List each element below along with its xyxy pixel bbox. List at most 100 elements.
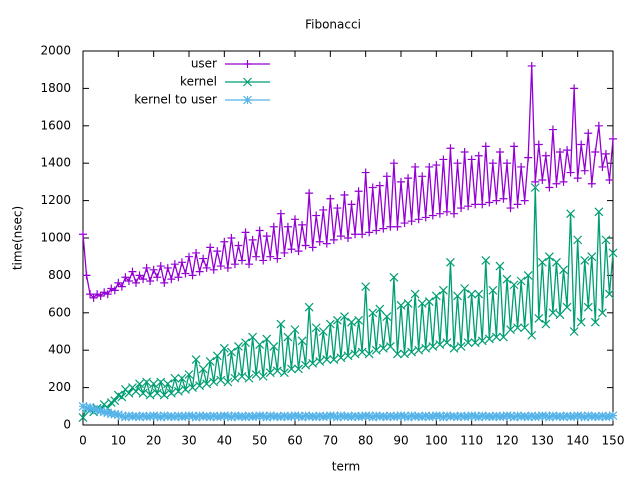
point-marker <box>594 207 604 217</box>
point-marker <box>347 317 356 327</box>
point-marker <box>435 209 444 218</box>
point-marker <box>484 411 494 421</box>
point-marker <box>601 235 611 245</box>
point-marker <box>205 356 215 366</box>
point-marker <box>177 258 186 267</box>
point-marker <box>315 411 325 421</box>
point-marker <box>347 200 356 209</box>
point-marker <box>403 412 413 422</box>
point-marker <box>460 147 469 156</box>
point-marker <box>569 327 579 336</box>
point-marker <box>311 323 321 333</box>
point-marker <box>541 151 550 160</box>
point-marker <box>407 411 417 421</box>
point-marker <box>435 340 445 350</box>
point-marker <box>591 147 600 156</box>
series <box>78 183 618 422</box>
point-marker <box>318 327 328 336</box>
point-marker <box>431 291 441 301</box>
y-tick-label: 800 <box>48 268 71 282</box>
y-tick-label: 1600 <box>40 118 71 132</box>
point-marker <box>149 379 159 389</box>
point-marker <box>329 355 339 364</box>
point-marker <box>336 411 346 421</box>
point-marker <box>213 247 222 256</box>
point-marker <box>326 194 335 203</box>
point-marker <box>336 232 345 241</box>
point-marker <box>325 319 335 329</box>
point-marker <box>301 241 310 250</box>
point-marker <box>389 272 399 282</box>
point-marker <box>506 325 515 335</box>
point-marker <box>570 84 579 93</box>
point-marker <box>397 177 405 186</box>
point-marker <box>537 257 547 267</box>
point-marker <box>160 278 169 287</box>
point-marker <box>364 349 374 359</box>
point-marker <box>117 392 127 402</box>
point-marker <box>243 95 252 105</box>
point-marker <box>499 411 508 421</box>
point-marker <box>185 252 193 261</box>
point-marker <box>319 205 328 214</box>
point-marker <box>577 140 586 149</box>
series <box>79 61 617 302</box>
point-marker <box>117 411 127 421</box>
point-marker <box>361 168 370 177</box>
point-marker <box>439 155 448 164</box>
point-marker <box>485 198 494 207</box>
point-marker <box>301 411 311 421</box>
point-marker <box>99 407 109 417</box>
point-marker <box>470 338 480 348</box>
point-marker <box>410 289 420 299</box>
point-marker <box>258 371 268 381</box>
point-marker <box>371 345 381 355</box>
y-tick-label: 1400 <box>40 156 71 170</box>
point-marker <box>530 183 540 192</box>
point-marker <box>276 209 285 218</box>
point-marker <box>308 358 318 368</box>
point-marker <box>517 162 526 171</box>
point-marker <box>502 274 512 284</box>
point-marker <box>548 308 558 318</box>
point-marker <box>541 319 551 329</box>
point-marker <box>202 263 211 272</box>
point-marker <box>428 211 437 220</box>
x-tick-label: 130 <box>531 434 554 448</box>
point-marker <box>163 379 173 389</box>
point-marker <box>389 159 398 168</box>
point-marker <box>290 325 300 335</box>
point-marker <box>580 412 590 422</box>
series <box>78 401 618 422</box>
point-marker <box>368 308 378 318</box>
point-marker <box>248 332 258 342</box>
point-marker <box>393 222 402 231</box>
point-marker <box>382 412 392 422</box>
point-marker <box>209 411 219 421</box>
point-marker <box>344 234 352 242</box>
point-marker <box>152 388 162 398</box>
point-marker <box>227 234 236 242</box>
point-marker <box>166 411 176 421</box>
point-marker <box>191 412 201 422</box>
point-marker <box>223 377 233 387</box>
point-marker <box>241 412 250 422</box>
point-marker <box>305 189 314 198</box>
point-marker <box>279 368 289 378</box>
y-tick-label: 400 <box>48 343 71 357</box>
point-marker <box>361 282 371 292</box>
point-marker <box>474 151 483 160</box>
point-marker <box>145 390 155 400</box>
x-tick-label: 20 <box>146 434 161 448</box>
point-marker <box>205 412 215 422</box>
point-marker <box>322 239 331 248</box>
point-marker <box>559 177 568 186</box>
point-marker <box>156 262 165 271</box>
point-marker <box>396 300 406 310</box>
point-marker <box>442 338 452 348</box>
point-marker <box>584 129 593 138</box>
point-marker <box>124 277 133 286</box>
point-marker <box>266 252 275 261</box>
point-marker <box>555 411 565 421</box>
point-marker <box>418 172 427 181</box>
